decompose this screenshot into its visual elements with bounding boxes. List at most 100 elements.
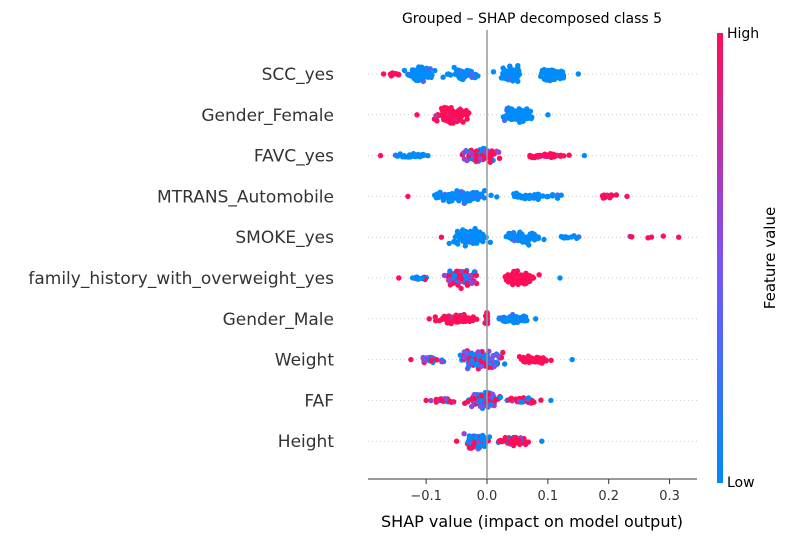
shap-point — [511, 234, 517, 240]
shap-point — [428, 397, 434, 404]
shap-point — [476, 353, 482, 359]
shap-point — [558, 68, 564, 75]
shap-point — [433, 113, 439, 119]
shap-point — [537, 152, 543, 159]
shap-point — [558, 192, 564, 198]
shap-point — [516, 274, 522, 280]
shap-point — [414, 274, 420, 280]
shap-point — [500, 114, 506, 120]
shap-point — [432, 67, 438, 74]
shap-point — [491, 363, 497, 370]
shap-point — [461, 193, 467, 200]
shap-point — [536, 272, 542, 278]
shap-point — [485, 404, 491, 410]
shap-point — [501, 315, 508, 322]
shap-point — [480, 442, 486, 448]
shap-point — [432, 314, 438, 320]
shap-point — [419, 275, 425, 282]
shap-point — [470, 231, 476, 237]
feature-label-smoke-yes: SMOKE_yes — [235, 228, 334, 248]
shap-point — [401, 153, 407, 159]
shap-point — [461, 354, 467, 361]
shap-point — [450, 280, 456, 286]
shap-point — [438, 105, 445, 112]
shap-point — [454, 188, 460, 194]
shap-point — [464, 116, 470, 122]
shap-point — [527, 152, 533, 159]
shap-point-extreme — [414, 112, 420, 118]
shap-point — [532, 154, 538, 161]
shap-point — [524, 110, 530, 116]
shap-point — [550, 76, 557, 83]
shap-point-extreme — [548, 397, 554, 404]
x-tick-label: 0.3 — [659, 489, 680, 504]
shap-point — [465, 316, 471, 322]
colorbar-high-label: High — [727, 26, 759, 42]
shap-point — [468, 279, 474, 285]
shap-point — [506, 71, 513, 77]
shap-point — [460, 315, 466, 321]
shap-point — [458, 112, 464, 118]
shap-point — [461, 150, 467, 156]
x-axis-ticks: −0.1 0.0 0.1 0.2 0.3 — [410, 479, 680, 504]
shap-point — [488, 192, 494, 198]
shap-point-extreme — [408, 356, 414, 363]
shap-point — [427, 70, 433, 77]
shap-point — [441, 313, 448, 319]
shap-point-extreme — [539, 438, 545, 444]
shap-point — [389, 70, 396, 76]
shap-point — [471, 441, 477, 448]
shap-point — [413, 69, 420, 76]
shap-point — [476, 442, 482, 449]
shap-point — [515, 62, 521, 69]
shap-point — [447, 277, 453, 283]
shap-point — [455, 241, 461, 247]
shap-point — [511, 440, 518, 446]
feature-label-gender-male: Gender_Male — [223, 310, 334, 330]
shap-point — [545, 193, 551, 200]
shap-point — [454, 268, 460, 274]
shap-point — [460, 71, 467, 78]
shap-point — [464, 67, 470, 74]
shap-point — [490, 151, 496, 157]
shap-point — [477, 403, 484, 409]
shap-point — [467, 273, 473, 279]
shap-point — [464, 238, 471, 245]
shap-point — [551, 154, 557, 160]
shap-point — [448, 105, 454, 111]
shap-point — [508, 395, 514, 401]
shap-point — [548, 357, 554, 363]
shap-point — [466, 436, 473, 443]
shap-point — [458, 285, 464, 292]
shap-point — [506, 317, 512, 323]
shap-point — [440, 74, 446, 80]
feature-label-gender-female: Gender_Female — [201, 106, 334, 126]
shap-point — [446, 240, 452, 247]
shap-point — [535, 235, 541, 242]
shap-point — [599, 193, 606, 199]
shap-point — [457, 272, 463, 279]
shap-point — [629, 234, 635, 240]
shap-point — [421, 74, 427, 81]
shap-point — [447, 268, 453, 274]
feature-label-favc-yes: FAVC_yes — [254, 147, 334, 167]
shap-point — [480, 433, 486, 440]
shap-point — [473, 272, 480, 279]
shap-point — [516, 234, 522, 240]
shap-point — [447, 398, 454, 405]
shap-point — [461, 349, 467, 355]
shap-point — [444, 318, 451, 324]
shap-point — [419, 65, 425, 71]
shap-point — [420, 78, 426, 85]
shap-point — [462, 273, 469, 279]
shap-point — [494, 194, 500, 200]
shap-point — [506, 230, 512, 237]
shap-point-extreme — [405, 193, 411, 200]
shap-point — [401, 67, 408, 74]
x-tick-label: −0.1 — [410, 489, 442, 504]
feature-label-height: Height — [278, 432, 335, 452]
shap-point — [540, 193, 546, 199]
shap-point — [538, 73, 544, 80]
shap-point — [607, 194, 613, 201]
